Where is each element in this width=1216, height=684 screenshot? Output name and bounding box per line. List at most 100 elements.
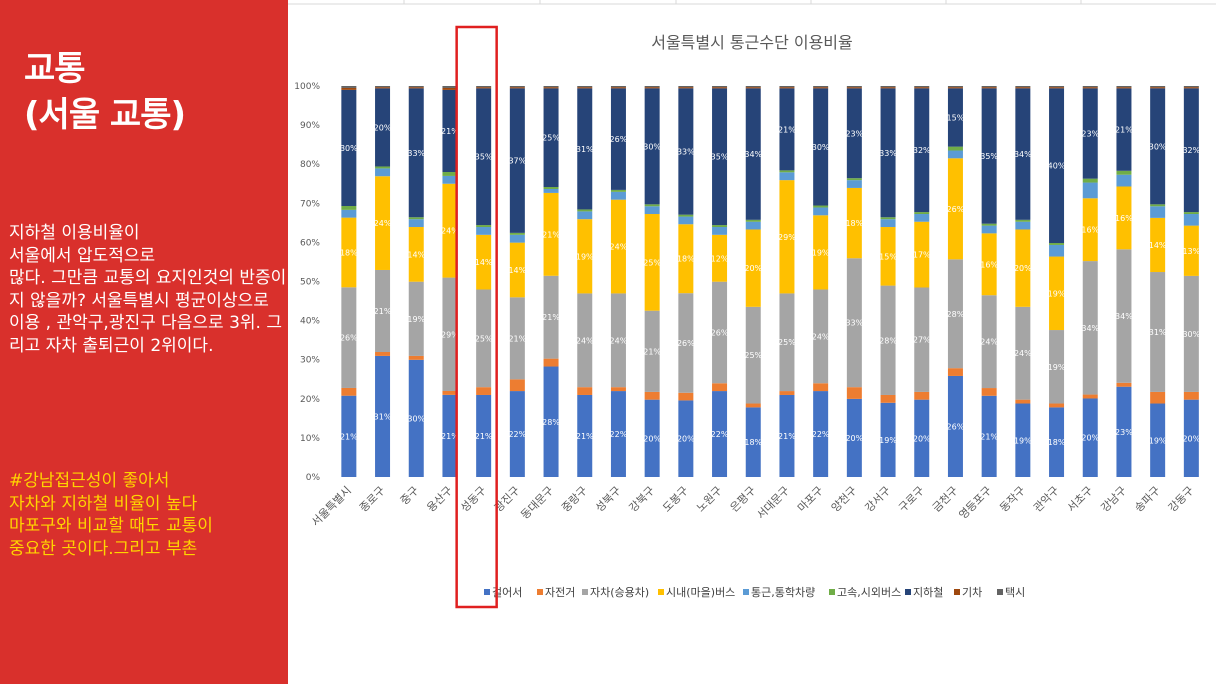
bar-segment — [914, 391, 930, 400]
data-label: 24% — [441, 227, 459, 236]
bar-segment — [577, 88, 593, 210]
chart-area: 서울특별시 통근수단 이용비율 0% 10% 20% 30% 40% 50% 60% 70% 8… — [288, 0, 1216, 684]
legend-label: 자전거 — [545, 586, 575, 599]
data-label: 26% — [947, 205, 965, 214]
bar-segment — [610, 191, 626, 200]
bar-segment — [1015, 88, 1031, 220]
bar-segment — [779, 88, 795, 171]
bar-segment — [981, 225, 997, 234]
bar-segment — [981, 395, 997, 477]
data-label: 33% — [677, 147, 695, 156]
bar-segment — [779, 172, 795, 181]
data-label: 21% — [643, 347, 661, 356]
bar-segment — [947, 86, 963, 88]
bar-segment — [712, 87, 728, 89]
data-label: 21% — [374, 307, 392, 316]
bar-segment — [509, 86, 525, 88]
data-label: 24% — [812, 332, 830, 341]
bar-segment — [375, 88, 391, 167]
data-label: 21% — [508, 334, 526, 343]
bar-segment — [476, 394, 492, 477]
body-text: 지하철 이용비율이 서울에서 압도적으로 많다. 그만큼 교통의 요지인것의 반… — [9, 223, 287, 356]
legend-swatch — [743, 589, 749, 595]
bar-stack: 20% 34% 16% 23% — [1081, 86, 1100, 477]
bar-stack: 22% 26% 12% 35% — [711, 86, 729, 477]
legend-item: 고속,시외버스 — [829, 586, 901, 599]
bar-stack: 21% 25% 14% 35% — [475, 86, 493, 477]
bar-segment — [442, 394, 458, 477]
bar-stack: 18% 19% 19% 40% — [1048, 86, 1066, 477]
data-label: 18% — [845, 219, 863, 228]
data-label: 23% — [1115, 428, 1133, 437]
bar-segment — [543, 275, 559, 359]
data-label: 14% — [508, 266, 526, 275]
data-label: 28% — [879, 336, 897, 345]
data-label: 30% — [1182, 330, 1200, 339]
x-tick-label: 영등포구 — [956, 484, 994, 522]
slide-title-line2: (서울 교통) — [24, 95, 186, 135]
bar-segment — [813, 87, 829, 89]
x-tick-label: 성북구 — [593, 484, 624, 515]
bar-segment — [745, 221, 761, 230]
bar-segment — [375, 87, 391, 89]
bar-segment — [644, 88, 660, 205]
bar-stack: 26% 28% 26% 15% — [947, 86, 965, 477]
bar-segment — [813, 289, 829, 384]
bar-segment — [644, 87, 660, 89]
data-label: 21% — [542, 313, 560, 322]
bar-stack: 19% 28% 15% 33% — [879, 86, 897, 477]
legend-item: 자전거 — [537, 586, 575, 599]
data-label: 21% — [778, 432, 796, 441]
bar-stack: 30% 19% 14% 33% — [407, 86, 426, 477]
bar-segment — [880, 217, 896, 220]
bar-segment — [846, 398, 862, 477]
bar-segment — [712, 391, 728, 477]
bar-segment — [1116, 170, 1132, 175]
bar-segment — [1049, 330, 1065, 404]
data-label: 24% — [374, 219, 392, 228]
bar-segment — [1082, 86, 1098, 88]
bar-segment — [577, 219, 593, 294]
bar-segment — [745, 219, 761, 222]
data-label: 15% — [879, 252, 897, 261]
x-tick-label: 강동구 — [1166, 484, 1197, 515]
legend-swatch — [829, 589, 835, 595]
bar-segment — [914, 221, 930, 288]
bar-segment — [341, 86, 357, 88]
bar-segment — [375, 168, 391, 177]
bar-segment — [813, 88, 829, 206]
bar-segment — [914, 214, 930, 222]
legend-item: 지하철 — [905, 585, 943, 599]
bar-segment — [1116, 88, 1132, 171]
legend-swatch — [658, 589, 664, 595]
bar-stack: 21% 29% 24% 21% — [441, 86, 459, 477]
data-label: 24% — [610, 243, 628, 252]
data-label: 15% — [947, 113, 965, 122]
bar-segment — [543, 87, 559, 89]
data-label: 26% — [947, 422, 965, 431]
highlight-box — [455, 25, 498, 609]
bar-segment — [476, 88, 492, 226]
legend-item: 기차 — [954, 586, 982, 599]
bar-segment — [1015, 399, 1031, 404]
bar-segment — [476, 289, 492, 388]
bar-segment — [1150, 391, 1166, 404]
bar-stack: 21% 24% 19% 31% — [576, 86, 594, 477]
bar-segment — [610, 387, 626, 392]
x-tick-label: 구로구 — [896, 484, 927, 515]
bar-segment — [341, 287, 357, 388]
data-label: 19% — [407, 315, 425, 324]
data-label: 19% — [1014, 436, 1032, 445]
bar-segment — [1049, 87, 1065, 89]
bar-segment — [375, 269, 391, 353]
bar-segment — [1150, 87, 1166, 89]
x-tick-label: 은평구 — [728, 484, 759, 515]
y-tick-label: 100% — [294, 82, 320, 92]
data-label: 26% — [677, 339, 695, 348]
data-label: 29% — [778, 233, 796, 242]
bar-segment — [914, 287, 930, 392]
bar-segment — [1116, 382, 1132, 387]
data-label: 14% — [1149, 241, 1167, 250]
data-label: 14% — [475, 258, 493, 267]
data-label: 20% — [677, 435, 695, 444]
